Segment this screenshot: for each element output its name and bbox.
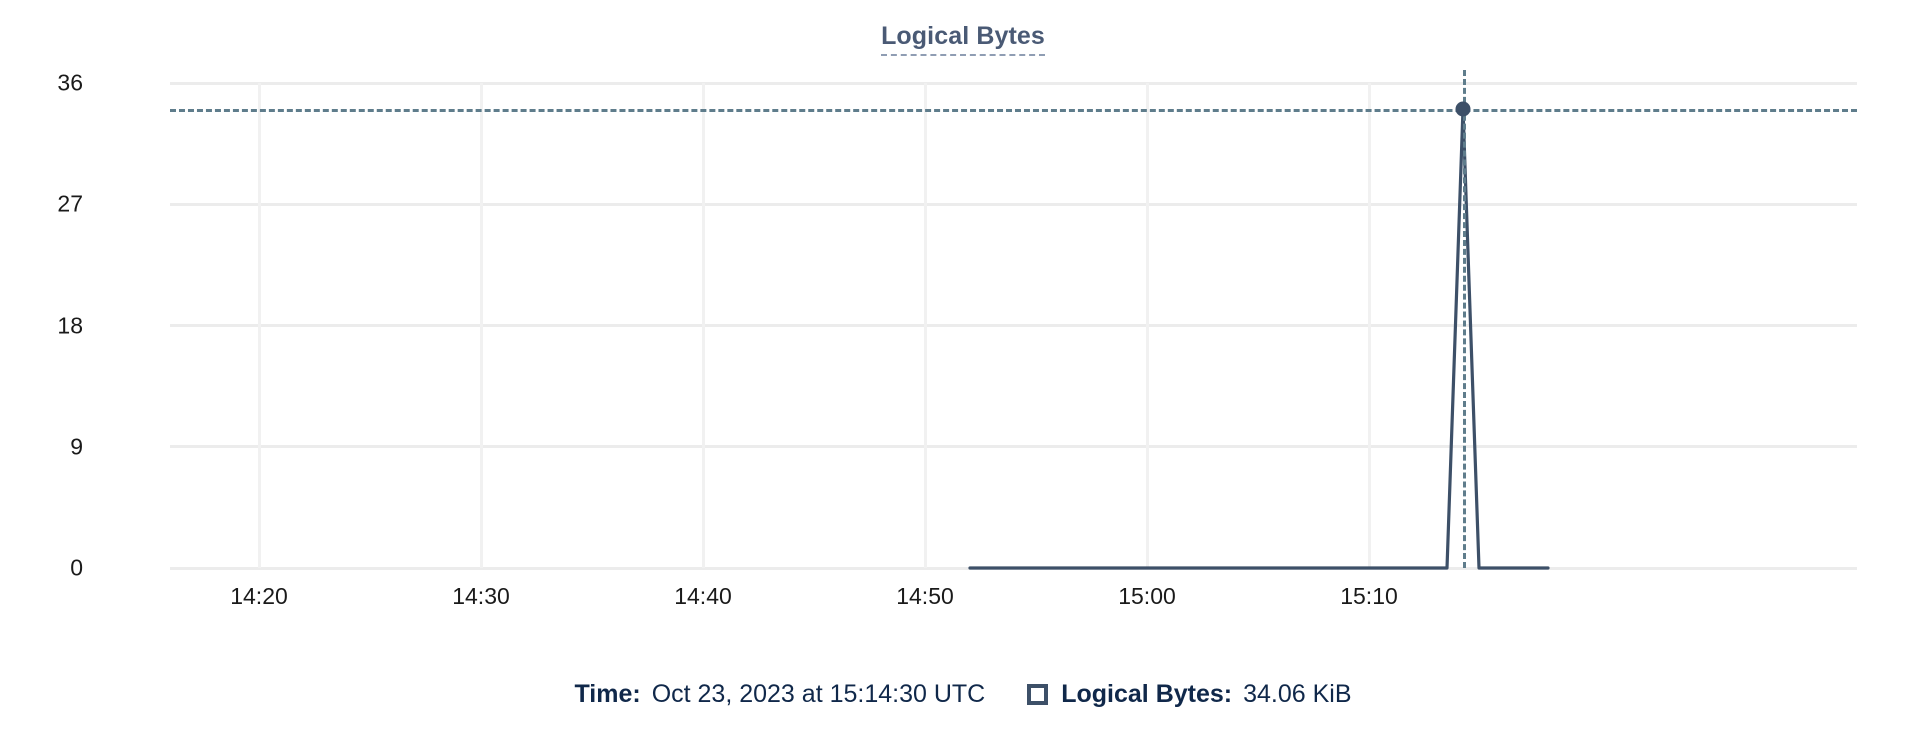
footer-time-value: Oct 23, 2023 at 15:14:30 UTC — [651, 680, 986, 708]
gridline-horizontal — [170, 202, 1857, 206]
gridline-vertical — [701, 83, 705, 568]
gridline-horizontal — [170, 324, 1857, 327]
x-axis-tick-label: 15:00 — [1118, 583, 1176, 609]
gridline-vertical — [1367, 83, 1371, 568]
gridline-horizontal — [170, 445, 1857, 449]
hover-point-marker[interactable] — [1455, 101, 1471, 117]
legend-swatch-icon[interactable] — [1027, 684, 1049, 705]
x-axis-tick-label: 14:40 — [674, 583, 732, 609]
gridline-vertical — [479, 83, 483, 568]
gridline-horizontal — [170, 81, 1857, 85]
x-axis-tick-label: 15:10 — [1340, 583, 1398, 609]
x-axis-tick-label: 14:50 — [896, 583, 954, 609]
gridline-vertical — [923, 83, 927, 568]
y-axis-tick-label: 0 — [70, 554, 83, 581]
y-axis-tick-label: 27 — [57, 190, 83, 217]
crosshair-horizontal-line — [170, 109, 1857, 113]
crosshair-vertical-line — [1463, 70, 1466, 568]
gridline-vertical — [257, 83, 261, 568]
y-axis-tick-label: 18 — [57, 312, 83, 338]
chart-title-text[interactable]: Logical Bytes — [881, 22, 1045, 56]
footer-series[interactable]: Logical Bytes: 34.06 KiB — [1027, 680, 1352, 709]
plot-area[interactable]: 0 9 18 27 36 14:20 14:30 14:40 14:50 15:00 15:10 — [57, 70, 1857, 609]
footer-series-label: Logical Bytes: — [1061, 680, 1233, 708]
footer-time: Time: Oct 23, 2023 at 15:14:30 UTC — [574, 680, 985, 709]
footer-time-label: Time: — [574, 680, 641, 708]
x-axis-tick-label: 14:30 — [452, 583, 510, 609]
gridline-vertical — [1145, 83, 1149, 568]
x-axis-tick-label: 14:20 — [230, 583, 288, 609]
y-axis-tick-label: 36 — [57, 69, 83, 96]
chart-footer: Time: Oct 23, 2023 at 15:14:30 UTC Logic… — [0, 680, 1926, 709]
page-title: Logical Bytes — [0, 22, 1926, 56]
series-line-logical-bytes — [968, 107, 1550, 570]
footer-series-value: 34.06 KiB — [1243, 680, 1352, 708]
y-axis-tick-label: 9 — [70, 433, 83, 460]
